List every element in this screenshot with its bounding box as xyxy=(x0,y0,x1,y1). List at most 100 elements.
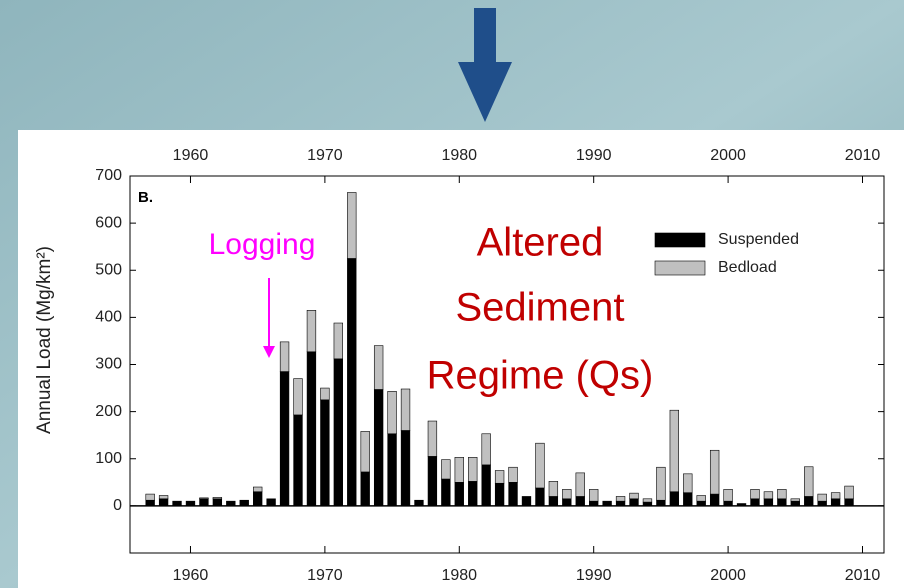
bar-segment xyxy=(830,498,841,507)
logging-arrowhead xyxy=(263,346,275,358)
y-tick-label: 500 xyxy=(95,261,122,278)
bar-segment xyxy=(481,464,491,507)
bar-segment xyxy=(723,489,733,502)
bar-segment xyxy=(333,358,343,507)
bar-segment xyxy=(306,351,317,507)
bar-segment xyxy=(468,457,478,482)
bar-segment xyxy=(387,391,397,435)
x-tick-label-top: 1980 xyxy=(441,147,477,164)
bar-segment xyxy=(212,497,223,500)
bar-segment xyxy=(427,420,438,457)
bar-segment xyxy=(279,371,290,507)
bar-segment xyxy=(158,495,169,500)
x-tick-label-top: 1970 xyxy=(307,147,343,164)
bar-segment xyxy=(575,496,585,507)
annotation-text: Sediment xyxy=(456,286,625,330)
x-tick-label: 1960 xyxy=(173,567,209,584)
bar-segment xyxy=(373,389,384,507)
bar-segment xyxy=(320,387,330,401)
bar-segment xyxy=(844,498,854,507)
bar-segment xyxy=(185,500,196,507)
bar-segment xyxy=(683,492,693,507)
bar-segment xyxy=(629,492,639,500)
y-tick-label: 200 xyxy=(95,403,122,420)
bar-segment xyxy=(642,498,653,503)
legend-label: Suspended xyxy=(718,231,799,248)
legend-swatch xyxy=(654,260,706,276)
bar-segment xyxy=(494,470,505,484)
bar-segment xyxy=(508,482,518,507)
bar-segment xyxy=(589,500,599,507)
bar-segment xyxy=(158,498,169,507)
bar-segment xyxy=(804,466,814,497)
bar-segment xyxy=(427,456,438,507)
bar-segment xyxy=(548,481,559,497)
y-tick-label: 400 xyxy=(95,309,122,326)
bar-segment xyxy=(669,491,679,507)
bar-segment xyxy=(360,471,370,507)
bar-segment xyxy=(777,489,787,500)
bar-segment xyxy=(306,310,317,353)
bar-segment xyxy=(454,457,464,483)
bar-segment xyxy=(468,481,478,507)
down-arrow xyxy=(458,8,512,122)
bar-segment xyxy=(790,500,800,507)
x-tick-label-top: 2000 xyxy=(710,147,746,164)
bar-segment xyxy=(790,498,800,502)
bar-segment xyxy=(494,482,505,507)
bar-segment xyxy=(615,496,626,502)
bar-segment xyxy=(199,498,209,507)
annotation-text: Regime (Qs) xyxy=(427,354,654,398)
bar-segment xyxy=(441,459,451,480)
bar-segment xyxy=(777,498,787,507)
x-tick-label-top: 2010 xyxy=(845,147,881,164)
bar-segment xyxy=(145,493,155,501)
bar-segment xyxy=(387,433,397,507)
bar-segment xyxy=(562,498,572,507)
x-tick-label: 1980 xyxy=(441,567,477,584)
bar-segment xyxy=(172,500,182,507)
x-tick-label: 2010 xyxy=(845,567,881,584)
bar-segment xyxy=(696,495,706,502)
bar-segment xyxy=(253,491,263,507)
bar-segment xyxy=(736,503,747,507)
x-tick-label-top: 1960 xyxy=(173,147,209,164)
bar-segment xyxy=(320,399,330,507)
bar-segment xyxy=(293,378,303,416)
bar-segment xyxy=(602,500,612,507)
bar-segment xyxy=(656,499,666,507)
bar-segment xyxy=(562,489,572,500)
bar-segment xyxy=(266,498,276,507)
bar-segment xyxy=(441,478,451,507)
bar-segment xyxy=(347,258,357,507)
y-tick-label: 700 xyxy=(95,167,122,184)
y-tick-label: 100 xyxy=(95,450,122,467)
bar-segment xyxy=(535,487,545,507)
bar-segment xyxy=(575,472,585,497)
bar-segment xyxy=(830,492,841,500)
y-axis-label: Annual Load (Mg/km²) xyxy=(34,246,55,434)
bar-segment xyxy=(589,489,599,502)
bar-segment xyxy=(400,430,411,507)
annotation-logging: Logging xyxy=(209,228,316,261)
bar-segment xyxy=(212,498,223,507)
legend-swatch xyxy=(654,232,706,248)
bar-segment xyxy=(709,493,720,507)
bar-segment xyxy=(333,322,343,360)
bar-segment xyxy=(199,497,209,500)
x-tick-label: 1970 xyxy=(307,567,343,584)
bar-segment xyxy=(615,500,626,507)
panel-label: B. xyxy=(138,189,153,206)
bar-segment xyxy=(293,414,303,507)
bar-segment xyxy=(656,466,666,501)
bar-segment xyxy=(253,486,263,493)
bar-segment xyxy=(535,442,545,489)
bar-segment xyxy=(629,498,639,507)
bar-segment xyxy=(508,466,518,483)
y-tick-label: 600 xyxy=(95,214,122,231)
bar-segment xyxy=(763,498,774,507)
bar-segment xyxy=(750,498,760,507)
bar-segment xyxy=(360,431,370,473)
bar-segment xyxy=(669,409,679,493)
